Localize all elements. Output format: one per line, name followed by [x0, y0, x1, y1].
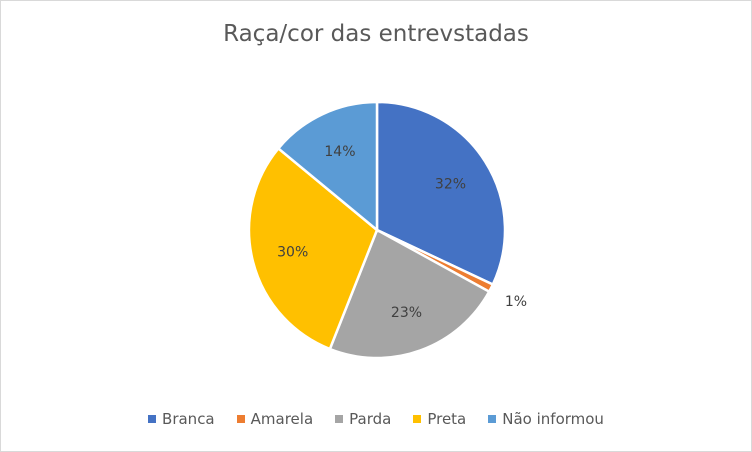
legend-label: Branca	[162, 410, 215, 428]
legend-item-preta: Preta	[413, 410, 466, 428]
legend-swatch	[488, 415, 497, 423]
data-label-amarela: 1%	[505, 294, 527, 310]
legend-swatch	[148, 415, 157, 423]
pie-chart: 32% 1% 23% 30% 14%	[247, 100, 527, 360]
legend-item-parda: Parda	[335, 410, 391, 428]
chart-title: Raça/cor das entrevstadas	[223, 21, 529, 47]
legend-swatch	[335, 415, 344, 423]
data-label-parda: 23%	[391, 305, 422, 321]
pie-slice-n-o-informou	[276, 100, 379, 233]
legend-label: Amarela	[250, 410, 314, 428]
legend-item-amarela: Amarela	[236, 410, 314, 428]
legend-label: Preta	[427, 410, 467, 428]
legend-item-n-o-informou: Não informou	[488, 410, 604, 428]
data-label-branca: 32%	[435, 176, 466, 192]
legend-swatch	[236, 415, 245, 423]
data-label-n-o-informou: 14%	[324, 144, 355, 160]
legend-label: Parda	[349, 410, 392, 428]
pie-slice-branca	[375, 100, 507, 287]
data-label-preta: 30%	[277, 245, 308, 261]
pie-slice-parda	[328, 228, 491, 360]
legend: Branca Amarela Parda Preta Não informou	[1, 410, 751, 428]
pie-slice-preta	[247, 146, 379, 351]
legend-label: Não informou	[502, 410, 604, 428]
legend-item-branca: Branca	[148, 410, 215, 428]
legend-swatch	[413, 415, 422, 423]
